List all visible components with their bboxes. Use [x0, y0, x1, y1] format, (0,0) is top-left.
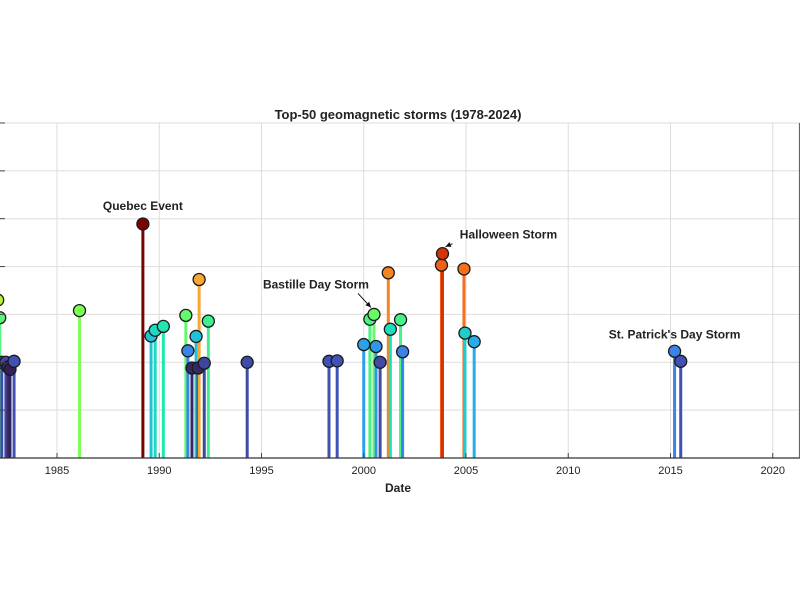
annotations: Quebec Event Bastille Day Storm Halloween …: [103, 199, 741, 341]
grid: [0, 122, 800, 459]
annotation-label: Quebec Event: [103, 199, 183, 213]
data-point: [189, 329, 203, 344]
x-tick-label: 2005: [454, 465, 478, 477]
data-point: [674, 354, 688, 368]
chart-title: Top-50 geomagnetic storms (1978-2024): [275, 107, 522, 122]
data-point: [201, 314, 215, 328]
x-axis-label: Date: [385, 481, 411, 495]
annotation-arrowhead: [365, 301, 371, 308]
data-point: [457, 262, 471, 276]
data-point: [330, 354, 344, 368]
x-tick-label: 2010: [556, 465, 580, 477]
data-point: [381, 266, 395, 280]
data-point: [179, 308, 193, 323]
data-point: [373, 355, 387, 369]
markers: [0, 217, 688, 377]
data-point: [0, 311, 7, 325]
stems: [0, 223, 683, 458]
data-point: [458, 326, 472, 340]
data-point: [7, 354, 21, 368]
data-point: [357, 337, 371, 352]
annotation-arrowhead: [445, 242, 452, 247]
x-tick-label: 2015: [658, 465, 682, 477]
data-point: [0, 293, 5, 307]
data-point: [435, 246, 450, 261]
data-point: [467, 335, 481, 349]
data-point: [156, 319, 170, 334]
data-point: [192, 272, 206, 287]
axes: 1985 1990 1995 2000 2005 2010 2015 2020: [0, 122, 800, 477]
data-point: [181, 344, 195, 358]
data-point: [434, 258, 449, 272]
data-point: [240, 355, 254, 369]
data-point: [72, 303, 87, 318]
x-tick-label: 1995: [249, 465, 273, 477]
data-point: [393, 313, 408, 327]
data-point: [197, 356, 211, 370]
x-tick-label: 2000: [352, 465, 376, 477]
data-point: [667, 344, 682, 358]
data-point: [136, 217, 150, 231]
annotation-label: Halloween Storm: [460, 228, 557, 242]
data-point: [367, 307, 381, 322]
annotation-label: Bastille Day Storm: [263, 277, 369, 291]
data-point: [383, 322, 397, 336]
data-point: [395, 345, 410, 359]
x-tick-label: 1990: [147, 465, 171, 477]
annotation-label: St. Patrick's Day Storm: [609, 327, 741, 341]
x-tick-label: 2020: [761, 465, 785, 477]
x-tick-label: 1985: [45, 465, 69, 477]
data-point: [369, 339, 383, 354]
